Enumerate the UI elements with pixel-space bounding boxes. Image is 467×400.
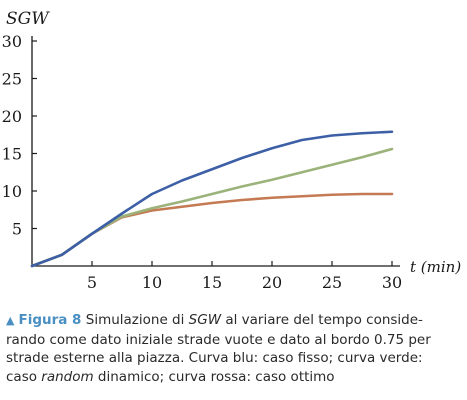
figure-caption: ▲ Figura 8 Simulazione di SGW al variare …	[6, 311, 464, 386]
caption-text: caso	[6, 368, 42, 385]
x-tick-label: 10	[142, 273, 162, 292]
x-tick-label: 15	[202, 273, 222, 292]
caption-emphasis: random	[41, 368, 94, 385]
x-tick-label: 5	[87, 273, 97, 292]
x-tick-label: 30	[382, 273, 402, 292]
caption-line-3: strade esterne alla piazza. Curva blu: c…	[6, 350, 423, 366]
caption-line-4: caso random dinamico; curva rossa: caso …	[6, 368, 464, 387]
caption-text: Simulazione di	[81, 312, 189, 328]
series-line-0	[30, 130, 394, 268]
tick-group: 5 10 15 20 25 30 5 10 15 20 25 30	[2, 32, 403, 292]
caption-line-1: ▲ Figura 8 Simulazione di SGW al variare …	[6, 311, 464, 331]
caption-text: al variare del tempo conside-	[221, 312, 423, 328]
figure-label: Figura 8	[18, 312, 82, 328]
y-tick-label: 10	[2, 182, 22, 201]
x-tick-label: 25	[322, 273, 342, 292]
y-tick-label: 25	[2, 70, 22, 89]
chart-axes	[31, 36, 400, 267]
x-axis-label: t (min)	[410, 258, 461, 276]
triangle-icon: ▲	[6, 314, 15, 327]
caption-text: dinamico; curva rossa: caso ottimo	[93, 368, 335, 385]
caption-emphasis: SGW	[188, 312, 222, 328]
y-axis-label: SGW	[6, 9, 50, 29]
line-chart: SGW t (min) 5 10 15 20 25 30 5 10 15 20 25 30	[2, 9, 462, 292]
y-tick-label: 5	[12, 220, 22, 239]
series-group	[30, 130, 394, 268]
y-tick-label: 30	[2, 32, 22, 51]
x-tick-label: 20	[262, 273, 282, 292]
series-line-1	[30, 147, 394, 268]
caption-line-2: rando come dato iniziale strade vuote e …	[6, 331, 431, 348]
series-line-2	[30, 192, 394, 268]
y-tick-label: 20	[2, 107, 22, 126]
y-tick-label: 15	[2, 145, 22, 164]
